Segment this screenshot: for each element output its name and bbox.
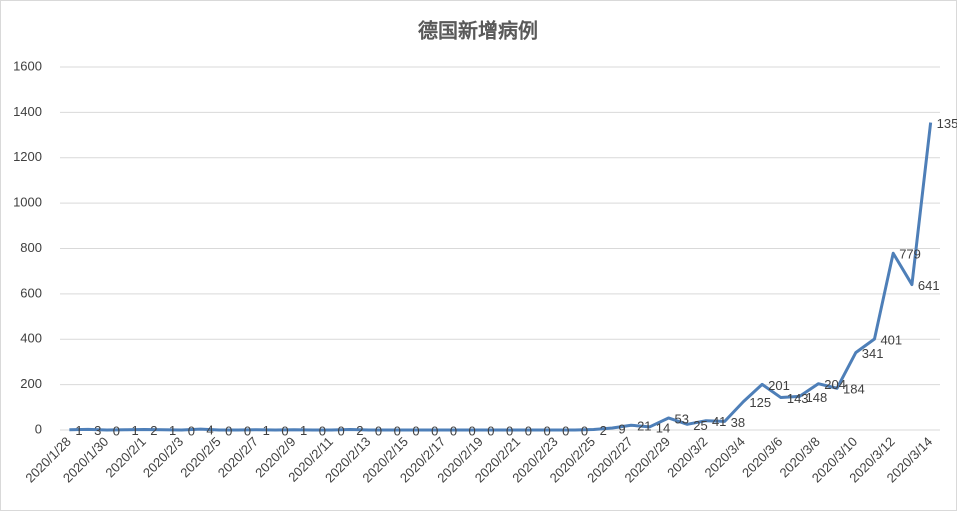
data-label: 0 bbox=[281, 423, 288, 438]
data-label: 2 bbox=[600, 423, 607, 438]
data-label: 1355 bbox=[937, 116, 957, 131]
y-tick-label: 1400 bbox=[13, 104, 42, 119]
data-label: 3 bbox=[94, 423, 101, 438]
y-tick-label: 800 bbox=[20, 240, 42, 255]
data-label: 38 bbox=[731, 415, 745, 430]
data-label: 0 bbox=[337, 423, 344, 438]
line bbox=[69, 122, 933, 432]
y-tick-label: 1200 bbox=[13, 149, 42, 164]
data-label: 0 bbox=[394, 423, 401, 438]
data-label: 2 bbox=[356, 423, 363, 438]
data-label: 9 bbox=[618, 421, 625, 436]
data-label: 1 bbox=[169, 423, 176, 438]
data-label: 0 bbox=[319, 423, 326, 438]
data-label: 0 bbox=[375, 423, 382, 438]
data-label: 148 bbox=[806, 390, 828, 405]
data-label: 53 bbox=[675, 411, 689, 426]
data-label: 1 bbox=[132, 423, 139, 438]
data-label: 125 bbox=[749, 395, 771, 410]
y-tick-label: 600 bbox=[20, 285, 42, 300]
y-tick-label: 200 bbox=[20, 376, 42, 391]
data-label: 143 bbox=[787, 391, 809, 406]
data-label: 1 bbox=[300, 423, 307, 438]
data-label: 1 bbox=[75, 423, 82, 438]
data-label: 2 bbox=[150, 423, 157, 438]
chart-title: 德国新增病例 bbox=[418, 18, 538, 42]
data-label: 41 bbox=[712, 414, 726, 429]
data-label: 0 bbox=[431, 423, 438, 438]
data-label: 201 bbox=[768, 378, 790, 393]
data-label: 0 bbox=[412, 423, 419, 438]
y-tick-label: 400 bbox=[20, 331, 42, 346]
data-label: 0 bbox=[581, 423, 588, 438]
data-label: 341 bbox=[862, 346, 884, 361]
data-label: 401 bbox=[880, 332, 902, 347]
data-label: 25 bbox=[693, 418, 707, 433]
data-label: 204 bbox=[824, 377, 846, 392]
y-tick-label: 1600 bbox=[13, 58, 42, 73]
data-label: 779 bbox=[899, 247, 921, 262]
data-label: 0 bbox=[469, 423, 476, 438]
data-label: 1 bbox=[263, 423, 270, 438]
data-label: 0 bbox=[225, 423, 232, 438]
y-tick-label: 1000 bbox=[13, 195, 42, 210]
data-label: 0 bbox=[487, 423, 494, 438]
data-label: 0 bbox=[188, 423, 195, 438]
data-label: 0 bbox=[543, 423, 550, 438]
data-label: 0 bbox=[562, 423, 569, 438]
data-label: 184 bbox=[843, 382, 865, 397]
y-tick-label: 0 bbox=[35, 421, 42, 436]
data-label: 0 bbox=[244, 423, 251, 438]
data-label: 21 bbox=[637, 419, 651, 434]
data-label: 0 bbox=[525, 423, 532, 438]
data-label: 14 bbox=[656, 420, 670, 435]
data-label: 0 bbox=[113, 423, 120, 438]
data-label: 0 bbox=[450, 423, 457, 438]
data-label: 0 bbox=[506, 423, 513, 438]
data-label: 641 bbox=[918, 278, 940, 293]
data-label: 4 bbox=[206, 423, 213, 438]
